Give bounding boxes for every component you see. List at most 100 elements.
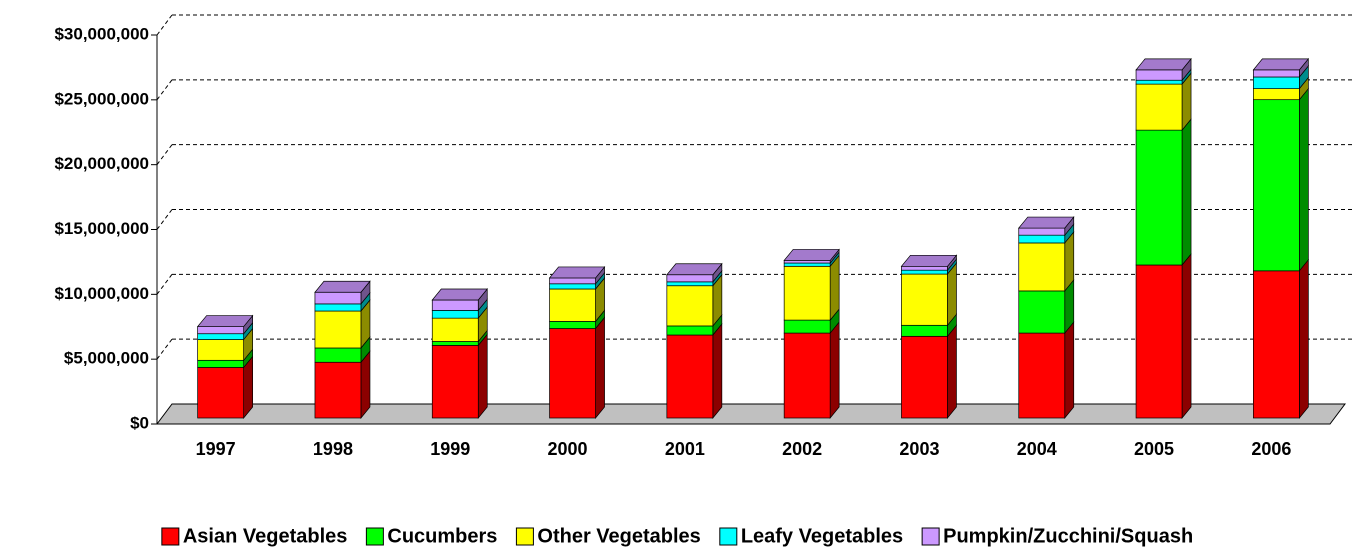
- bar: [901, 265, 948, 271]
- bar: [666, 334, 714, 419]
- bar: [314, 291, 362, 305]
- x-tick-label: 2005: [1134, 439, 1174, 459]
- x-tick-label: 2002: [782, 439, 822, 459]
- grid-line: [156, 209, 173, 230]
- bar: [1018, 242, 1066, 292]
- bar-side: [947, 324, 957, 419]
- bar-side: [1181, 118, 1192, 266]
- bar-side: [595, 316, 605, 419]
- bar: [1135, 264, 1183, 419]
- bar-side: [477, 333, 488, 419]
- bar-side: [829, 321, 840, 419]
- bar: [431, 310, 479, 319]
- bar-top: [1135, 58, 1192, 71]
- bar-side: [1298, 87, 1309, 272]
- bar: [549, 321, 596, 329]
- bar: [783, 260, 831, 264]
- bar: [314, 310, 362, 349]
- bar: [1018, 290, 1066, 334]
- bar: [549, 283, 596, 290]
- bar: [783, 332, 831, 419]
- bar: [1135, 69, 1183, 81]
- bar: [197, 367, 244, 419]
- bar: [431, 341, 479, 346]
- legend-swatch: [161, 527, 180, 546]
- y-tick-label: $15,000,000: [54, 219, 149, 238]
- bar: [1018, 227, 1066, 236]
- grid-line: [156, 338, 173, 360]
- bar: [197, 326, 244, 335]
- bar-top: [1018, 216, 1075, 229]
- bar: [1018, 332, 1066, 419]
- bar: [783, 319, 831, 334]
- bar: [666, 281, 714, 287]
- grid-line: [156, 79, 173, 101]
- legend-swatch: [365, 527, 384, 546]
- bar: [783, 262, 831, 267]
- bar-top: [548, 266, 606, 279]
- bar-top: [783, 249, 840, 261]
- grid-line: [156, 14, 173, 36]
- bar: [901, 335, 948, 419]
- bar: [666, 274, 714, 283]
- bar-side: [1064, 321, 1075, 419]
- bar: [197, 333, 244, 340]
- x-tick-label: 2006: [1251, 439, 1291, 459]
- bar-top: [196, 315, 254, 327]
- bar-top: [666, 263, 723, 276]
- grid-line: [156, 274, 173, 295]
- y-tick-label: $20,000,000: [54, 154, 149, 173]
- y-tick-label: $0: [130, 413, 149, 432]
- bar: [549, 277, 596, 285]
- legend-label: Pumpkin/Zucchini/Squash: [943, 525, 1193, 547]
- bar: [901, 273, 948, 326]
- bar: [1252, 69, 1300, 78]
- y-tick-label: $30,000,000: [54, 24, 149, 43]
- x-tick-label: 1998: [313, 439, 353, 459]
- bar-top: [900, 254, 958, 267]
- bar: [901, 324, 948, 337]
- bar: [783, 265, 831, 321]
- bar-top: [1252, 58, 1310, 71]
- bar-side: [712, 323, 723, 419]
- bar: [197, 359, 244, 368]
- legend-label: Other Vegetables: [537, 525, 700, 547]
- legend-label: Asian Vegetables: [183, 525, 348, 547]
- legend-swatch: [515, 527, 534, 546]
- bar: [666, 285, 714, 327]
- bar-top: [314, 280, 371, 293]
- bar: [1135, 129, 1183, 266]
- x-tick-label: 1997: [196, 439, 236, 459]
- legend-label: Cucumbers: [387, 525, 497, 547]
- bar: [901, 269, 948, 275]
- bar: [431, 299, 479, 311]
- bar: [666, 325, 714, 336]
- bar-side: [1298, 258, 1309, 419]
- legend-swatch: [719, 527, 738, 546]
- bar: [549, 328, 596, 419]
- bar: [1252, 76, 1300, 89]
- bar: [431, 317, 479, 342]
- y-tick-label: $25,000,000: [54, 89, 149, 108]
- bar: [431, 345, 479, 419]
- bar: [314, 303, 362, 312]
- bar: [1252, 270, 1300, 419]
- grid-line: [156, 144, 173, 165]
- bar: [1018, 234, 1066, 244]
- bar: [1135, 79, 1183, 85]
- x-tick-label: 2004: [1017, 439, 1057, 459]
- bar-side: [360, 350, 371, 419]
- bar: [549, 288, 596, 322]
- x-tick-label: 2000: [548, 439, 588, 459]
- bar: [197, 339, 244, 361]
- bar-side: [1181, 253, 1192, 419]
- legend-swatch: [921, 527, 940, 546]
- x-tick-label: 2001: [665, 439, 705, 459]
- bar: [1252, 88, 1300, 101]
- y-tick-label: $5,000,000: [64, 349, 149, 368]
- x-tick-label: 2003: [899, 439, 939, 459]
- bar: [314, 361, 362, 419]
- bar: [314, 347, 362, 363]
- bar: [1135, 83, 1183, 131]
- y-tick-label: $10,000,000: [54, 284, 149, 303]
